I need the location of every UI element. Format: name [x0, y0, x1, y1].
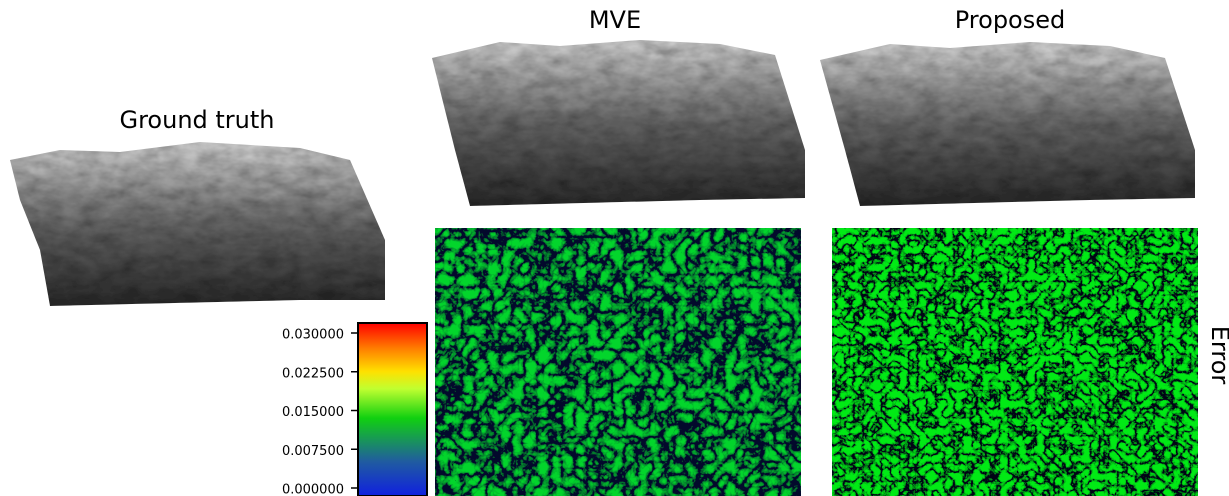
panel-title: Ground truth	[119, 106, 274, 134]
panel-title: MVE	[589, 6, 641, 34]
surface-ground-truth	[10, 142, 385, 306]
colorbar-tick-label: 0.000000	[282, 483, 344, 496]
figure: Ground truth MVE Proposed Error 0.000000…	[0, 0, 1229, 496]
colorbar-tick-label: 0.007500	[282, 444, 344, 459]
error-map-mve	[435, 228, 801, 496]
row-label: Error	[1206, 326, 1229, 385]
panel-title: Proposed	[955, 6, 1066, 34]
colorbar-tick-label: 0.015000	[282, 405, 344, 420]
surface-mve	[432, 40, 805, 206]
error-map-proposed	[832, 228, 1198, 496]
colorbar-tick-label: 0.022500	[282, 366, 344, 381]
surface-proposed	[820, 42, 1195, 206]
colorbar-tick-label: 0.030000	[282, 328, 344, 343]
colorbar: 0.000000 0.007500 0.015000 0.022500 0.030000	[282, 323, 427, 496]
